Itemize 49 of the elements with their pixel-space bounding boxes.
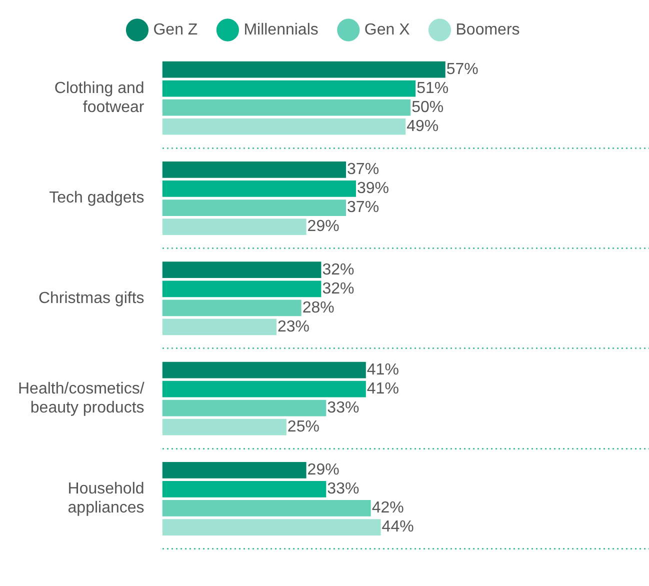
y-tick-label: Tech gadgets <box>49 190 144 207</box>
data-label: 42% <box>372 500 404 517</box>
bar <box>162 80 416 97</box>
data-label: 33% <box>327 480 360 498</box>
data-label: 25% <box>287 418 320 436</box>
bar <box>162 500 371 516</box>
bar <box>162 318 276 336</box>
bar <box>162 481 326 498</box>
legend-label: Millennials <box>244 21 318 38</box>
data-label: 37% <box>347 199 380 216</box>
y-tick-label: Clothing and footwear <box>54 80 145 116</box>
data-label: 28% <box>302 299 334 316</box>
data-label: 29% <box>307 462 340 479</box>
bar <box>162 418 286 436</box>
data-label: 50% <box>412 99 444 116</box>
legend-label: Gen Z <box>153 21 198 38</box>
legend-label: Gen X <box>364 21 410 38</box>
data-label: 32% <box>322 261 354 278</box>
y-tick-label: Health/cosmetics/ beauty products <box>18 380 145 417</box>
bar <box>162 99 411 116</box>
legend-label: Boomers <box>456 21 520 38</box>
bar <box>162 118 406 135</box>
data-label: 57% <box>446 60 478 78</box>
bar <box>162 262 322 278</box>
y-tick-label: Household appliances <box>68 480 144 517</box>
data-label: 32% <box>322 280 354 298</box>
data-label: 33% <box>327 399 360 416</box>
bar <box>162 400 326 416</box>
data-label: 37% <box>347 161 380 178</box>
data-label: 39% <box>356 180 389 198</box>
bar <box>162 200 346 216</box>
data-label: 51% <box>416 80 449 97</box>
data-label: 41% <box>366 361 399 378</box>
bar <box>162 162 346 178</box>
data-label: 49% <box>406 118 439 136</box>
bar <box>162 519 381 536</box>
data-label: 44% <box>382 518 414 536</box>
y-tick-label: Christmas gifts <box>38 290 144 307</box>
bar <box>162 180 356 197</box>
bar <box>162 280 322 298</box>
data-label: 29% <box>307 218 340 236</box>
bar <box>162 362 366 378</box>
bar <box>162 218 306 235</box>
bar <box>162 61 446 78</box>
bar <box>162 300 302 316</box>
bar <box>162 462 306 478</box>
bar <box>162 380 366 398</box>
data-label: 23% <box>278 318 310 336</box>
data-label: 41% <box>366 380 399 398</box>
